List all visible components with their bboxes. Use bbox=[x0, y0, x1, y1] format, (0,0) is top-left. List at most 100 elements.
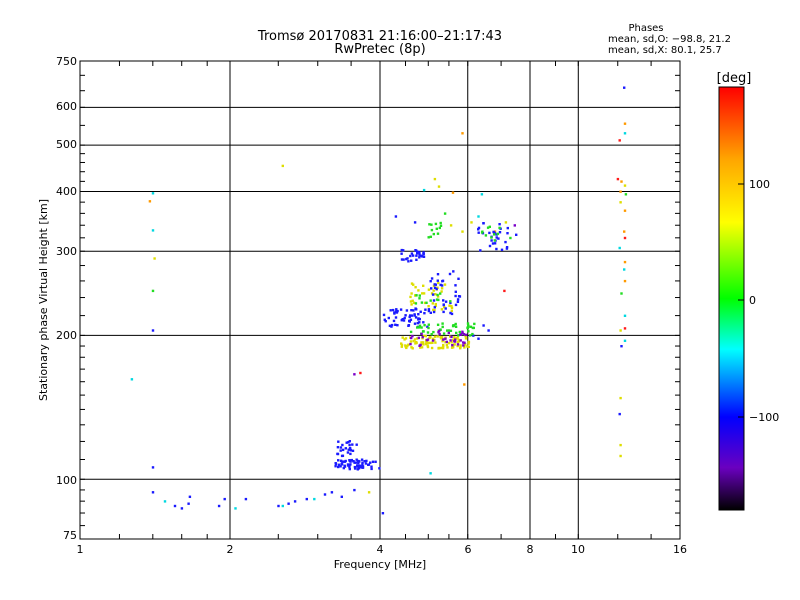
data-point bbox=[434, 304, 437, 308]
data-point bbox=[441, 346, 445, 350]
data-point bbox=[412, 301, 416, 304]
data-point bbox=[467, 345, 470, 348]
plot-frame-border bbox=[79, 60, 681, 540]
data-point bbox=[414, 342, 417, 345]
data-point bbox=[334, 465, 337, 468]
data-point bbox=[440, 284, 444, 287]
data-point bbox=[429, 336, 432, 339]
data-point bbox=[348, 459, 351, 462]
data-point bbox=[479, 249, 482, 252]
phases-heading: Phases bbox=[628, 23, 663, 34]
data-point bbox=[417, 336, 420, 340]
data-point bbox=[337, 465, 340, 469]
data-point bbox=[454, 325, 458, 328]
data-point bbox=[451, 344, 454, 347]
data-point bbox=[151, 329, 155, 332]
x-tick-label: 6 bbox=[465, 543, 472, 556]
data-point bbox=[454, 322, 457, 326]
data-point bbox=[426, 344, 429, 347]
data-point bbox=[446, 329, 449, 332]
data-point bbox=[402, 319, 406, 322]
data-point bbox=[429, 472, 432, 475]
data-point bbox=[394, 215, 398, 218]
data-point bbox=[450, 305, 453, 308]
data-point bbox=[410, 292, 413, 295]
data-point bbox=[490, 239, 493, 242]
data-point bbox=[363, 460, 366, 463]
plot-area bbox=[79, 60, 681, 540]
data-point bbox=[348, 443, 351, 447]
data-point bbox=[420, 301, 424, 304]
data-point bbox=[347, 464, 351, 467]
data-point bbox=[407, 324, 411, 327]
data-point bbox=[151, 491, 155, 494]
x-tick-label: 4 bbox=[377, 543, 384, 556]
data-point bbox=[400, 345, 403, 348]
data-point bbox=[442, 310, 445, 314]
data-point bbox=[344, 447, 347, 450]
data-point bbox=[359, 466, 362, 469]
data-point bbox=[449, 224, 453, 227]
data-point bbox=[620, 345, 623, 348]
data-point bbox=[506, 226, 509, 230]
data-point bbox=[418, 326, 421, 329]
data-point bbox=[422, 321, 425, 324]
data-point bbox=[492, 230, 495, 234]
data-point bbox=[349, 452, 352, 456]
y-axis-label: Stationary phase Virtual Height [km] bbox=[37, 199, 50, 401]
grid-lines bbox=[80, 61, 680, 539]
data-point bbox=[493, 242, 497, 245]
data-point bbox=[420, 326, 423, 329]
data-point bbox=[423, 324, 426, 327]
data-point bbox=[618, 412, 621, 416]
data-point bbox=[353, 465, 357, 469]
data-point bbox=[467, 340, 470, 344]
data-point bbox=[409, 330, 413, 334]
data-point bbox=[488, 225, 491, 228]
data-point bbox=[277, 504, 280, 508]
data-point bbox=[623, 268, 626, 271]
x-tick-label: 8 bbox=[527, 543, 534, 556]
data-point bbox=[415, 308, 418, 311]
data-point bbox=[323, 493, 327, 496]
data-point bbox=[400, 258, 404, 261]
data-point bbox=[406, 344, 409, 348]
data-point bbox=[361, 465, 365, 468]
data-point bbox=[416, 250, 419, 254]
data-point bbox=[418, 256, 421, 259]
data-point bbox=[431, 293, 435, 296]
data-point bbox=[498, 226, 501, 230]
y-tick-label: 300 bbox=[56, 245, 77, 258]
data-point bbox=[365, 459, 368, 463]
data-point bbox=[441, 325, 444, 329]
data-point bbox=[414, 302, 418, 305]
colorbar: [deg] 100 0 −100 bbox=[717, 71, 779, 511]
data-point bbox=[619, 201, 622, 204]
data-point bbox=[370, 467, 373, 471]
data-point bbox=[448, 304, 451, 307]
data-point bbox=[341, 454, 345, 457]
data-point bbox=[410, 259, 413, 262]
data-point bbox=[467, 342, 470, 345]
data-point bbox=[383, 318, 386, 321]
data-point bbox=[426, 338, 430, 341]
data-point bbox=[449, 311, 452, 315]
x-tick-labels: 1 2 4 6 8 10 16 bbox=[77, 543, 688, 556]
data-point bbox=[436, 335, 439, 338]
data-point bbox=[453, 343, 456, 346]
data-point bbox=[471, 332, 474, 336]
data-point bbox=[413, 221, 417, 224]
data-point bbox=[436, 323, 440, 326]
data-point bbox=[434, 293, 437, 296]
data-point bbox=[454, 303, 458, 307]
data-point bbox=[477, 215, 480, 218]
data-point bbox=[463, 346, 466, 349]
data-point bbox=[503, 289, 506, 293]
data-point bbox=[450, 306, 454, 309]
data-point bbox=[444, 340, 447, 344]
data-point bbox=[443, 212, 447, 215]
data-point bbox=[361, 463, 364, 466]
data-point bbox=[422, 330, 425, 333]
data-point bbox=[400, 319, 403, 322]
